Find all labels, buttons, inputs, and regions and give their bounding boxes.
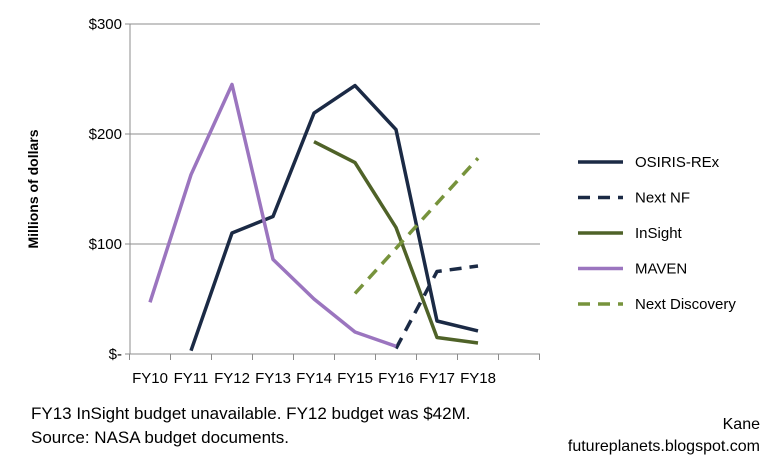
y-tick-label: $300 <box>89 16 122 33</box>
series-line-insight <box>313 140 479 345</box>
legend-label-osiris-rex: OSIRIS-REx <box>635 154 720 171</box>
legend-label-insight: InSight <box>635 225 683 242</box>
tick-labels: $- $100 $200 $300 FY10 FY11 FY12 FY13 FY14 FY15 FY… <box>89 16 496 387</box>
series-line-maven <box>148 82 397 348</box>
legend-label-maven: MAVEN <box>635 261 687 278</box>
legend-label-next-discovery: Next Discovery <box>635 296 736 313</box>
legend: OSIRIS-REx Next NF InSight MAVEN Next Discov… <box>578 154 736 313</box>
y-tick-label: $- <box>109 346 122 363</box>
x-tick-label: FY16 <box>378 370 414 387</box>
x-tick-label: FY14 <box>296 370 332 387</box>
line-chart: $- $100 $200 $300 FY10 FY11 FY12 FY13 FY14 FY15 FY… <box>25 16 736 387</box>
plot-area <box>148 82 480 352</box>
series-line-osiris-rex <box>189 83 479 352</box>
series-line-next-discovery <box>353 157 480 295</box>
x-tick-label: FY12 <box>214 370 250 387</box>
legend-label-next-nf: Next NF <box>635 190 690 207</box>
series-line-next-nf <box>394 264 479 350</box>
y-axis-title: Millions of dollars <box>25 129 41 248</box>
gridlines <box>130 23 540 245</box>
x-tick-label: FY10 <box>132 370 168 387</box>
x-tick-label: FY15 <box>337 370 373 387</box>
x-tick-label: FY13 <box>255 370 291 387</box>
y-tick-label: $100 <box>89 236 122 253</box>
x-tick-label: FY17 <box>419 370 455 387</box>
author-credit: Kane <box>722 416 760 433</box>
x-tick-label: FY11 <box>174 370 209 387</box>
budget-note: FY13 InSight budget unavailable. FY12 bu… <box>31 404 471 423</box>
source-note: Source: NASA budget documents. <box>31 428 289 447</box>
site-credit: futureplanets.blogspot.com <box>567 438 760 455</box>
y-tick-label: $200 <box>89 126 122 143</box>
axes <box>125 23 540 360</box>
x-tick-label: FY18 <box>460 370 496 387</box>
